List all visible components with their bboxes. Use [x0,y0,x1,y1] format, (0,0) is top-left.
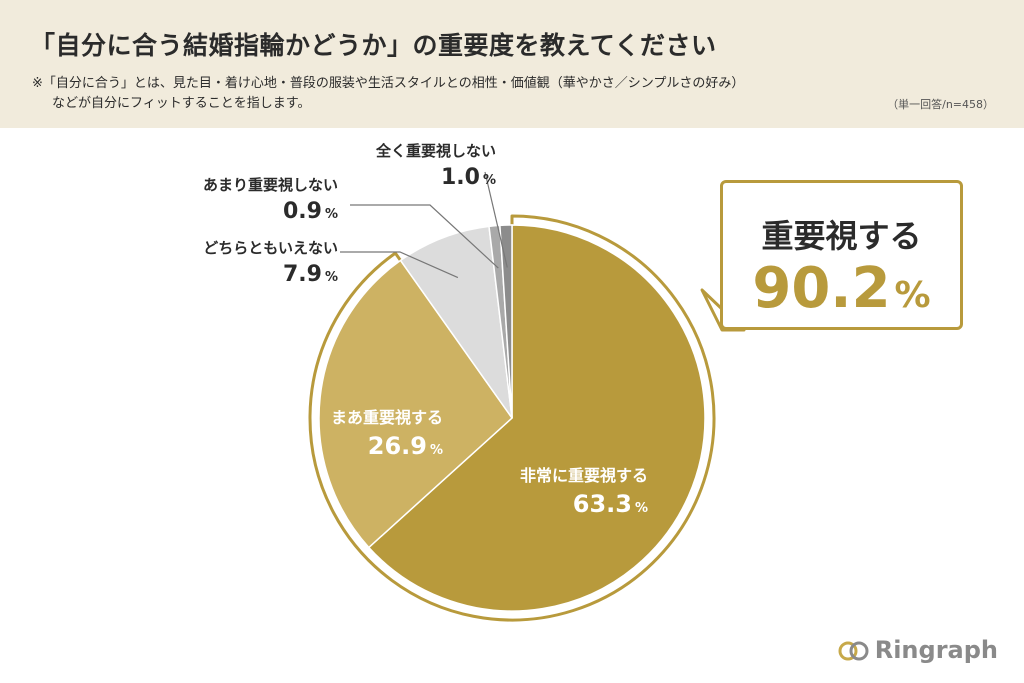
pie-slice [499,224,513,419]
slice-name: あまり重要視しない [202,176,338,194]
slice-value: 7.9% [282,262,338,287]
sample-size-note: （単一回答/n=458） [887,98,994,111]
slice-label-not-very-important: あまり重要視しない 0.9% [203,174,338,224]
slice-value: 63.3% [572,490,649,518]
slice-value: 0.9% [282,199,338,224]
definition-note-line2: などが自分にフィットすることを指します。 [52,96,311,111]
slice-label-somewhat-important: まあ重要視する 26.9% [331,404,443,460]
brand-logo: Ringraph [837,636,998,668]
callout-value: 90.2% [752,256,931,321]
header-band: 「自分に合う結婚指輪かどうか」の重要度を教えてください ※「自分に合う」とは、見… [0,0,1024,128]
slice-value: 26.9% [367,432,444,460]
chart-title: 「自分に合う結婚指輪かどうか」の重要度を教えてください [30,31,717,60]
pie-slice [367,224,706,612]
slice-label-neutral: どちらともいえない 7.9% [203,237,338,287]
leader-line [484,171,508,268]
slice-name: どちらともいえない [203,239,338,257]
important-total-callout: 重要視する 90.2% [720,180,963,330]
leader-line [350,204,499,269]
definition-note-line1: ※「自分に合う」とは、見た目・着け心地・普段の服装や生活スタイルとの相性・価値観… [32,76,745,91]
callout-label: 重要視する [761,217,922,255]
slice-name: 全く重要視しない [375,142,496,160]
pie-slice [399,225,513,419]
slice-name: 非常に重要視する [520,466,649,485]
slice-name: まあ重要視する [331,408,444,427]
leader-line [340,251,459,279]
slice-label-not-important-at-all: 全く重要視しない 1.0% [376,140,496,190]
slice-value: 1.0% [440,165,496,190]
ring-logo-icon [837,640,871,668]
brand-name: Ringraph [874,636,998,664]
slice-label-very-important: 非常に重要視する 63.3% [520,462,648,518]
pie-slice [318,259,513,549]
